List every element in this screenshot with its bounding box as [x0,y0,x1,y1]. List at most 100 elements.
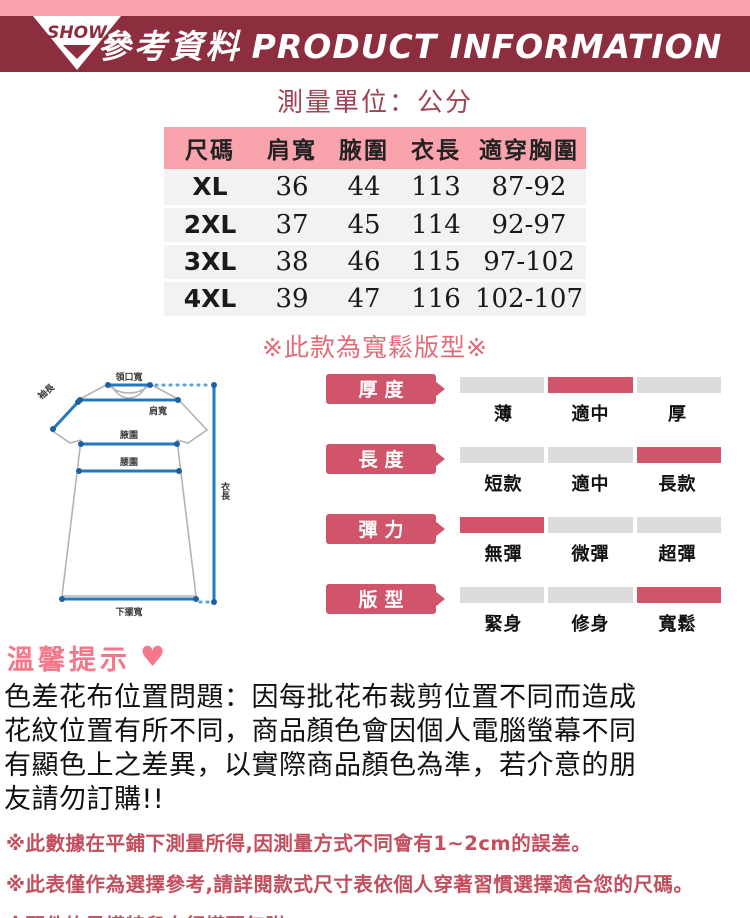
attr-tag-thickness: 厚度 [326,373,445,404]
show-badge-triangle [33,16,121,70]
garment-length-label: 衣長 [219,480,230,500]
col-header-armpit: 腋圍 [328,127,400,169]
table-row: 2XL 37 45 114 92-97 [164,206,586,245]
dress-outline [49,382,209,597]
cell-shoulder: 39 [256,280,328,319]
col-header-shoulder: 肩寬 [256,127,328,169]
attr-segment [548,446,633,463]
footnotes: ※此數據在平鋪下測量所得,因測量方式不同會有1~2cm的誤差。 ※此表僅作為選擇… [0,817,750,918]
attr-segment [636,586,721,603]
attr-option: 緊身 [484,613,523,635]
attr-option: 適中 [571,403,610,425]
measurement-lines [51,383,216,602]
cell-bust: 92-97 [472,206,586,245]
color-difference-paragraph: 色差花布位置問題：因每批花布裁剪位置不同而造成 花紋位置有所不同，商品顏色會因個… [4,681,637,815]
dress-diagram-panel: 領口寬 袖長 肩寬 腋圍 腰圍 衣長 下擺寬 [34,368,326,636]
cell-length: 114 [400,206,472,245]
col-header-bust: 適穿胸圍 [472,127,586,169]
attr-segment [460,446,545,463]
cell-armpit: 47 [328,280,400,319]
show-badge: SHOW [33,16,121,70]
attr-tag-fit: 版型 [326,583,445,614]
col-header-length: 衣長 [400,127,472,169]
attr-segment [548,376,633,393]
attr-segment [548,516,633,533]
header-band: SHOW 參考資料 PRODUCT INFORMATION [0,16,750,72]
armpit-label: 腋圍 [120,429,138,441]
footnote-measure-error: ※此數據在平鋪下測量所得,因測量方式不同會有1~2cm的誤差。 [6,831,592,855]
attr-tag-stretch: 彈力 [326,513,445,544]
footnote-size-reference: ※此表僅作為選擇參考,請詳閱款式尺寸表依個人穿著習慣選擇適合您的尺碼。 [6,872,694,896]
attr-tag-length: 長度 [326,443,445,474]
cell-shoulder: 37 [256,206,328,245]
attr-segment [636,446,721,463]
cell-bust: 102-107 [472,280,586,319]
attr-option: 薄 [494,403,513,425]
cell-size: 2XL [164,206,256,245]
hem-width-label: 下擺寬 [115,606,142,618]
dress-measurement-diagram: 領口寬 袖長 肩寬 腋圍 腰圍 衣長 下擺寬 [35,371,230,618]
attr-segment [548,586,633,603]
col-header-size: 尺碼 [164,127,256,169]
show-badge-label: SHOW [47,23,108,43]
table-row: 4XL 39 47 116 102-107 [164,280,586,319]
loose-fit-note: ※此款為寬鬆版型※ [262,332,488,362]
attr-segment [460,586,545,603]
attr-option: 修身 [571,613,610,635]
cell-length: 116 [400,280,472,319]
cell-size: 4XL [164,280,256,319]
footnote-accessories: ※配件均是模特兒自行搭配無附。 [6,909,744,918]
size-table: 尺碼 肩寬 腋圍 衣長 適穿胸圍 XL 36 44 113 87-92 2XL … [164,127,586,319]
waist-label: 腰圍 [119,457,138,468]
cell-shoulder: 38 [256,243,328,282]
attr-group-fit: 版型 緊身 修身 寬鬆 [326,583,721,637]
measurement-dots [50,381,217,605]
cell-size: XL [164,169,256,208]
cell-bust: 87-92 [472,169,586,208]
attr-segment [636,516,721,533]
top-pink-strip [0,0,750,16]
table-row: 3XL 38 46 115 97-102 [164,243,586,282]
attr-option: 無彈 [484,543,523,565]
attribute-bars-panel: 厚度 薄 適中 厚 長度 [326,368,750,636]
warm-reminder-text: 溫馨提示 [7,644,131,676]
attr-option: 長款 [658,473,697,495]
cell-bust: 97-102 [472,243,586,282]
page-title-en: PRODUCT INFORMATION [251,27,723,66]
attr-option: 微彈 [571,543,610,565]
cell-size: 3XL [164,243,256,282]
page-title-zh: 參考資料 [97,27,242,66]
heart-icon: ♥ [140,640,166,673]
attr-option: 寬鬆 [658,613,697,635]
attr-segment [460,516,545,533]
attr-option: 超彈 [658,543,697,565]
diagram-and-attributes-row: 領口寬 袖長 肩寬 腋圍 腰圍 衣長 下擺寬 厚度 [0,368,750,636]
attr-bar-thickness [460,376,721,393]
cell-length: 113 [400,169,472,208]
warm-reminder-title: 溫馨提示 ♥ [0,638,750,677]
attr-bar-fit [460,586,721,603]
size-table-header-row: 尺碼 肩寬 腋圍 衣長 適穿胸圍 [164,127,586,169]
show-badge-inner-triangle [63,45,91,59]
cell-armpit: 46 [328,243,400,282]
cell-shoulder: 36 [256,169,328,208]
cell-length: 115 [400,243,472,282]
neck-width-label: 領口寬 [115,372,142,383]
attr-group-stretch: 彈力 無彈 微彈 超彈 [326,513,721,567]
sleeve-line [51,400,80,430]
shoulder-width-label: 肩寬 [148,405,167,417]
measurement-unit-line: 測量單位：公分 [276,88,473,118]
attr-bar-length [460,446,721,463]
attr-option: 短款 [484,473,523,495]
cell-armpit: 45 [328,206,400,245]
attr-group-length: 長度 短款 適中 長款 [326,443,721,497]
attr-option: 厚 [668,403,687,425]
attr-bar-stretch [460,516,721,533]
dotted-extension-lines [154,383,212,603]
sleeve-length-label: 袖長 [35,380,58,402]
attr-segment [636,376,721,393]
attr-group-thickness: 厚度 薄 適中 厚 [326,373,721,427]
attr-option: 適中 [571,473,610,495]
table-row: XL 36 44 113 87-92 [164,169,586,208]
